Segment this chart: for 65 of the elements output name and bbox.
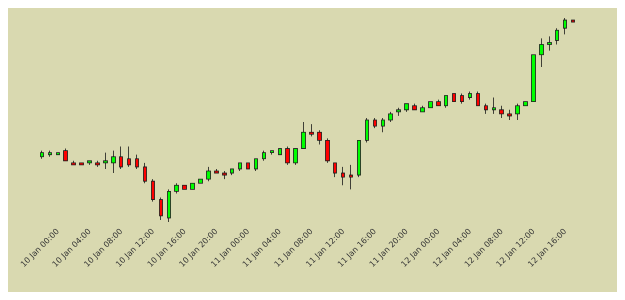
candlestick: [182, 184, 187, 190]
candlestick: [341, 166, 345, 186]
candlestick: [214, 168, 219, 174]
candlestick: [254, 158, 258, 172]
candlestick: [365, 118, 369, 143]
candlestick: [539, 38, 544, 68]
candlestick: [436, 99, 441, 106]
candlestick: [262, 150, 266, 162]
candlestick: [325, 138, 330, 164]
candlestick: [278, 148, 282, 156]
candlestick: [167, 188, 171, 222]
candlestick: [317, 130, 322, 145]
candlestick: [95, 160, 100, 168]
candlestick: [222, 170, 227, 180]
candlestick: [285, 146, 290, 166]
candlestick: [404, 103, 409, 112]
candlestick: [206, 166, 211, 182]
candlestick: [79, 162, 84, 166]
candlestick: [48, 150, 52, 158]
candlestick: [190, 182, 195, 190]
candlestick: [531, 54, 536, 102]
candlestick: [174, 182, 179, 194]
candlestick: [103, 152, 108, 170]
candlestick: [515, 103, 520, 120]
candlestick: [547, 36, 552, 52]
candlestick: [492, 97, 496, 114]
candlestick: [119, 146, 123, 170]
candlestick: [507, 109, 512, 120]
candlestick: [460, 93, 464, 104]
candlestick: [357, 140, 361, 178]
candlestick: [349, 164, 353, 190]
candlestick: [468, 91, 472, 100]
candlestick: [230, 168, 234, 176]
candlestick: [476, 91, 480, 106]
candlestick: [293, 148, 298, 166]
candlestick: [396, 107, 401, 116]
candlestick: [571, 20, 575, 22]
candlestick: [452, 93, 456, 102]
candlestick: [63, 148, 68, 162]
candlestick: [198, 178, 203, 184]
candlestick: [412, 103, 417, 110]
candlestick: [523, 101, 528, 106]
candlestick: [238, 162, 242, 172]
candlestick: [135, 154, 139, 170]
candlestick: [563, 18, 567, 35]
candlestick: [444, 95, 448, 108]
candlestick: [388, 111, 393, 122]
candlestick: [151, 178, 155, 202]
candlestick: [333, 162, 337, 178]
candlestick: [301, 122, 306, 149]
candlestick: [127, 146, 131, 168]
candlestick: [484, 103, 488, 114]
candlestick: [246, 162, 250, 170]
candlestick: [555, 28, 559, 45]
candlestick: [143, 162, 147, 184]
candlestick: [56, 152, 60, 156]
candlestick: [40, 150, 44, 160]
candlestick: [499, 105, 504, 118]
candlestick: [428, 101, 433, 108]
candlestick: [381, 118, 385, 133]
candlestick: [373, 118, 377, 129]
candlestick: [159, 197, 163, 220]
candlestick: [111, 150, 116, 174]
candlestick: [309, 124, 314, 137]
candlestick: [420, 105, 425, 112]
